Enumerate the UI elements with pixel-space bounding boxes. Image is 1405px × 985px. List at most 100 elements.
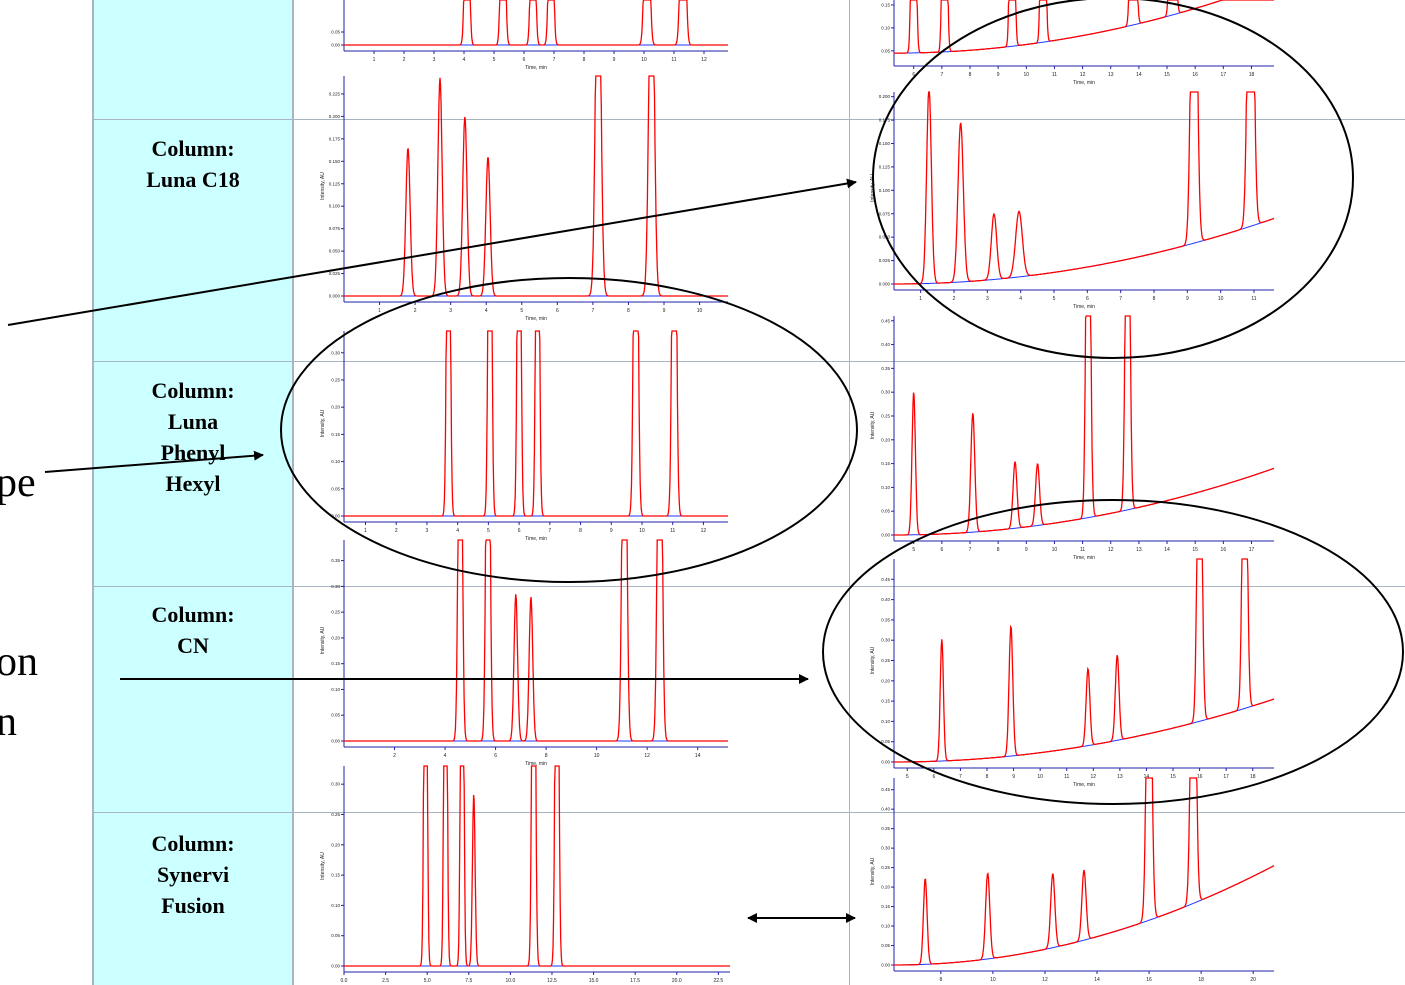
y-tick-label: 0.25 [331,610,340,615]
x-tick-label: 10.0 [506,978,516,984]
x-tick-label: 16 [1192,72,1198,78]
y-tick-label: 0.150 [329,159,341,164]
x-tick-label: 22.5 [713,978,723,984]
x-tick-label: 20.0 [672,978,682,984]
y-tick-label: 0.10 [331,903,340,908]
x-tick-label: 11 [1064,774,1069,780]
x-tick-label: 5 [912,547,915,553]
y-tick-label: 0.30 [881,846,890,851]
x-tick-label: 14 [1136,72,1142,78]
highlight-ellipse [872,0,1354,359]
x-axis-label: Time, min [1073,80,1095,86]
x-tick-label: 20 [1250,977,1256,983]
column-label-line: Column: [151,378,235,403]
y-tick-label: 0.10 [331,459,340,464]
y-tick-label: 0.125 [329,181,341,186]
x-tick-label: 7 [940,72,943,78]
x-tick-label: 2 [393,753,396,759]
column-label-cn: Column: CN [94,599,292,661]
x-tick-label: 6 [1086,296,1089,302]
x-tick-label: 5 [487,528,490,534]
x-tick-label: 9 [1186,296,1189,302]
x-tick-label: 7 [959,774,962,780]
x-tick-label: 7 [548,528,551,534]
x-tick-label: 8 [1153,296,1156,302]
y-axis-label: Intensity, AU [320,172,326,200]
x-tick-label: 6 [940,547,943,553]
x-tick-label: 11 [1080,547,1085,553]
x-tick-label: 5 [906,774,909,780]
x-tick-label: 6 [932,774,935,780]
y-tick-label: 0.00 [331,739,340,744]
x-tick-label: 8 [545,753,548,759]
x-tick-label: 3 [433,57,436,63]
y-tick-label: 0.150 [879,141,891,146]
x-tick-label: 7 [969,547,972,553]
column-divider [849,0,850,985]
y-tick-label: 0.35 [881,617,890,622]
row-divider [92,812,1405,813]
y-tick-label: 0.05 [331,30,340,35]
x-tick-label: 10 [990,977,996,983]
y-tick-label: 0.05 [881,739,890,744]
y-tick-label: 0.45 [881,318,890,323]
chromatogram-right-3: 5 6 7 8 9 10 11 12 13 14 15 16 17 Time, min 0.00 0.05 0.… [870,315,1275,561]
chromatogram-right-4: 5 6 7 8 9 10 11 12 13 14 15 16 17 18 Time, min 0.00 0.05… [870,558,1275,788]
y-tick-label: 0.30 [331,350,340,355]
y-tick-label: 0.05 [331,713,340,718]
y-tick-label: 0.25 [881,865,890,870]
x-tick-label: 8 [986,774,989,780]
chromatogram-trace [894,558,1275,763]
x-tick-label: 4 [1019,296,1022,302]
x-tick-label: 10 [1037,774,1043,780]
x-tick-label: 8 [627,308,630,314]
y-tick-label: 0.20 [331,635,340,640]
column-label-line: Column: [151,602,235,627]
y-tick-label: 0.20 [881,885,890,890]
x-tick-label: 13 [1117,774,1123,780]
chromatogram-trace [344,765,730,967]
y-tick-label: 0.20 [881,437,890,442]
y-tick-label: 0.30 [331,782,340,787]
x-tick-label: 0.0 [341,978,348,984]
y-tick-label: 0.25 [881,658,890,663]
y-tick-label: 0.10 [881,924,890,929]
x-tick-label: 8 [997,547,1000,553]
x-tick-label: 10 [1024,72,1030,78]
x-tick-label: 8 [939,977,942,983]
x-tick-label: 9 [1012,774,1015,780]
y-tick-label: 0.075 [879,211,891,216]
left-text-fragment: on [0,639,38,685]
x-tick-label: 7 [553,57,556,63]
x-axis-label: Time, min [1073,782,1095,788]
y-tick-label: 0.10 [331,687,340,692]
highlight-ellipse [822,499,1404,805]
chromatogram-right-5: 8 10 12 14 16 18 20 Time, min 0.00 0.05 0.10 0.15 0.… [870,777,1275,983]
y-tick-label: 0.30 [331,584,340,589]
y-tick-label: 0.40 [881,342,890,347]
x-tick-label: 1 [373,57,376,63]
x-tick-label: 5 [520,308,523,314]
x-tick-label: 12 [1042,977,1048,983]
column-label-line: Hexyl [165,471,221,496]
y-tick-label: 0.45 [881,577,890,582]
y-axis-label: Intensity, AU [870,411,876,439]
y-tick-label: 0.15 [881,2,890,7]
y-tick-label: 0.35 [331,558,340,563]
y-tick-label: 0.000 [329,294,341,299]
y-tick-label: 0.10 [881,485,890,490]
x-tick-label: 2 [395,528,398,534]
chromatogram-right-2: 1 2 3 4 5 6 7 8 9 10 11 Time, min 0.000 0.025 0.050 0.0… [870,91,1275,310]
x-tick-label: 17 [1223,774,1229,780]
x-tick-label: 8 [969,72,972,78]
y-tick-label: 0.000 [879,282,891,287]
x-axis-label: Time, min [525,65,547,71]
x-tick-label: 15 [1164,72,1170,78]
x-tick-label: 3 [426,528,429,534]
x-tick-label: 9 [613,57,616,63]
x-tick-label: 8 [579,528,582,534]
chromatogram-trace [894,315,1275,536]
